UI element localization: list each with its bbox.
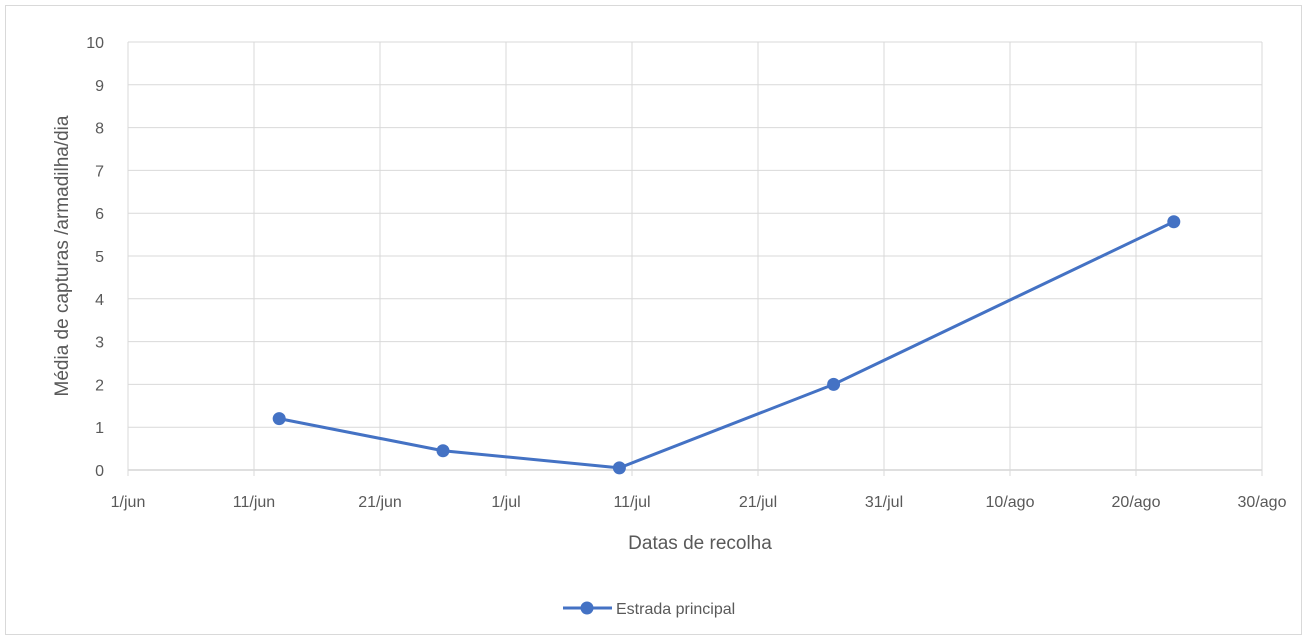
x-tick-label: 21/jul bbox=[739, 494, 777, 511]
series-layer bbox=[272, 215, 1181, 475]
x-tick-label: 11/jun bbox=[233, 494, 275, 511]
y-tick-label: 1 bbox=[95, 420, 104, 437]
y-tick-label: 2 bbox=[95, 377, 104, 394]
x-tick-label: 10/ago bbox=[986, 494, 1035, 511]
data-point bbox=[1167, 215, 1181, 229]
x-tick-label: 1/jun bbox=[111, 494, 146, 511]
x-axis-title: Datas de recolha bbox=[628, 533, 772, 554]
y-tick-label: 5 bbox=[95, 249, 104, 266]
gridlines bbox=[127, 41, 1263, 476]
x-tick-label: 11/jul bbox=[613, 494, 650, 511]
x-tick-label: 20/ago bbox=[1112, 494, 1161, 511]
data-point bbox=[827, 377, 841, 391]
x-tick-label: 30/ago bbox=[1238, 494, 1287, 511]
y-tick-label: 7 bbox=[95, 163, 104, 180]
data-point bbox=[436, 444, 450, 458]
y-tick-label: 8 bbox=[95, 121, 104, 138]
y-axis-ticks: 0 1 2 3 4 5 6 7 8 9 10 bbox=[86, 35, 104, 480]
y-tick-label: 3 bbox=[95, 335, 104, 352]
x-tick-label: 31/jul bbox=[865, 494, 903, 511]
y-tick-label: 0 bbox=[95, 463, 104, 480]
y-tick-label: 4 bbox=[95, 292, 104, 309]
x-axis-ticks: 1/jun 11/jun 21/jun 1/jul 11/jul 21/jul 31/jul… bbox=[111, 494, 1287, 511]
legend-label-estrada-principal: Estrada principal bbox=[616, 601, 735, 618]
legend: Estrada principal bbox=[563, 601, 735, 618]
y-tick-label: 6 bbox=[95, 206, 104, 223]
chart-frame bbox=[5, 5, 1302, 635]
y-tick-label: 10 bbox=[86, 35, 104, 52]
y-tick-label: 9 bbox=[95, 78, 104, 95]
y-axis-title: Média de capturas /armadilha/dia bbox=[52, 115, 73, 396]
data-point bbox=[612, 461, 626, 475]
series-line bbox=[278, 220, 1175, 470]
x-tick-label: 21/jun bbox=[358, 494, 402, 511]
data-point bbox=[272, 412, 286, 426]
x-tick-label: 1/jul bbox=[491, 494, 520, 511]
legend-marker-estrada-principal bbox=[580, 601, 594, 615]
